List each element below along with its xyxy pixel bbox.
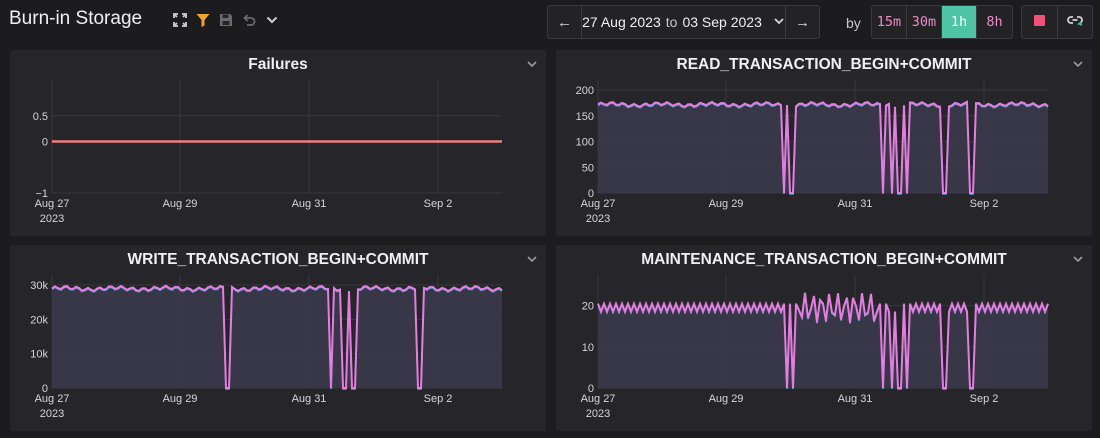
x-tick-label: Aug 29 — [709, 393, 744, 405]
panel-title: WRITE_TRANSACTION_BEGIN+COMMIT — [127, 251, 429, 268]
series-area — [598, 292, 1048, 388]
arrow-right-icon: → — [795, 13, 810, 31]
series-line-primary — [597, 292, 1049, 389]
chevron-down-icon[interactable] — [1072, 252, 1084, 264]
x-tick-label: Sep 2 — [970, 393, 999, 405]
y-tick-label: 0 — [588, 383, 594, 395]
series-line-primary — [51, 284, 503, 389]
date-to-word: to — [665, 14, 678, 30]
interval-1h-button[interactable]: 1h — [942, 6, 977, 38]
undo-icon[interactable] — [241, 12, 257, 28]
failures-panel: 0.5 0 −1 Aug 27 Aug 29 Aug 31 Sep 2 2023 Failur… — [10, 50, 546, 236]
date-range-selector[interactable]: 27 Aug 2023 to 03 Sep 2023 — [582, 6, 785, 38]
arrow-left-icon: ← — [557, 13, 572, 31]
x-year-label: 2023 — [586, 213, 610, 225]
interval-30m-button[interactable]: 30m — [907, 6, 942, 38]
x-tick-label: Aug 31 — [838, 198, 873, 210]
auto-refresh-button[interactable] — [1057, 6, 1092, 38]
maintenance-transaction-panel: 20 10 0 Aug 27 Aug 29 Aug 31 Sep 2 2023 MAINTEN… — [556, 245, 1092, 431]
y-tick-label: 0.5 — [33, 111, 48, 123]
y-tick-label: 30k — [30, 280, 48, 292]
write-transaction-panel: 30k 20k 10k 0 Aug 27 Aug 29 Aug 31 Sep 2 2023 WR… — [10, 245, 546, 431]
header-actions — [172, 12, 280, 28]
series-line-primary — [597, 100, 1049, 194]
y-tick-label: −1 — [35, 188, 48, 200]
chevron-down-icon — [773, 14, 785, 30]
x-tick-label: Aug 29 — [163, 198, 198, 210]
chevron-down-icon[interactable] — [526, 252, 538, 264]
filter-icon[interactable] — [195, 12, 211, 28]
y-tick-label: 20 — [582, 301, 594, 313]
x-tick-label: Aug 27 — [581, 198, 616, 210]
previous-range-button[interactable]: ← — [548, 6, 582, 38]
panel-title: Failures — [248, 56, 308, 73]
series-area — [598, 101, 1048, 193]
x-year-label: 2023 — [40, 213, 64, 225]
y-tick-label: 0 — [42, 383, 48, 395]
chevron-down-icon[interactable] — [526, 57, 538, 69]
interval-15m-button[interactable]: 15m — [872, 6, 907, 38]
x-tick-label: Sep 2 — [970, 198, 999, 210]
x-tick-label: Aug 27 — [581, 393, 616, 405]
x-tick-label: Sep 2 — [424, 198, 453, 210]
x-tick-label: Aug 29 — [709, 198, 744, 210]
x-tick-label: Aug 29 — [163, 393, 198, 405]
interval-selector: 15m 30m 1h 8h — [871, 5, 1013, 39]
refresh-link-icon — [1066, 13, 1084, 32]
y-tick-label: 100 — [576, 137, 594, 149]
next-range-button[interactable]: → — [785, 6, 819, 38]
y-tick-label: 20k — [30, 314, 48, 326]
stop-icon — [1034, 13, 1045, 31]
x-tick-label: Aug 31 — [292, 198, 327, 210]
date-from: 27 Aug 2023 — [582, 14, 661, 30]
date-range-picker: ← 27 Aug 2023 to 03 Sep 2023 → — [547, 5, 820, 39]
panel-title: READ_TRANSACTION_BEGIN+COMMIT — [676, 56, 972, 73]
interval-by-label: by — [846, 15, 861, 31]
y-tick-label: 0 — [42, 137, 48, 149]
x-tick-label: Sep 2 — [424, 393, 453, 405]
y-tick-label: 200 — [576, 85, 594, 97]
panel-title: MAINTENANCE_TRANSACTION_BEGIN+COMMIT — [641, 251, 1007, 268]
x-year-label: 2023 — [40, 408, 64, 420]
series-area — [52, 285, 502, 388]
interval-8h-button[interactable]: 8h — [986, 14, 1003, 30]
x-tick-label: Aug 27 — [35, 393, 70, 405]
stop-button[interactable] — [1022, 6, 1057, 38]
y-tick-label: 150 — [576, 111, 594, 123]
x-tick-label: Aug 27 — [35, 198, 70, 210]
read-transaction-panel: 200 150 100 50 0 Aug 27 Aug 29 Aug 31 Sep 2 2023 … — [556, 50, 1092, 236]
y-tick-label: 10 — [582, 342, 594, 354]
x-tick-label: Aug 31 — [838, 393, 873, 405]
y-tick-label: 10k — [30, 349, 48, 361]
dashboard-header: Burn-in Storage — [0, 0, 1100, 44]
dashboard-title: Burn-in Storage — [9, 8, 143, 29]
x-year-label: 2023 — [586, 408, 610, 420]
y-tick-label: 50 — [582, 162, 594, 174]
x-tick-label: Aug 31 — [292, 393, 327, 405]
chevron-down-icon[interactable] — [264, 12, 280, 28]
y-tick-label: 0 — [588, 188, 594, 200]
date-to: 03 Sep 2023 — [682, 14, 762, 30]
chevron-down-icon[interactable] — [1072, 57, 1084, 69]
refresh-controls — [1021, 5, 1093, 39]
save-icon[interactable] — [218, 12, 234, 28]
expand-icon[interactable] — [172, 12, 188, 28]
